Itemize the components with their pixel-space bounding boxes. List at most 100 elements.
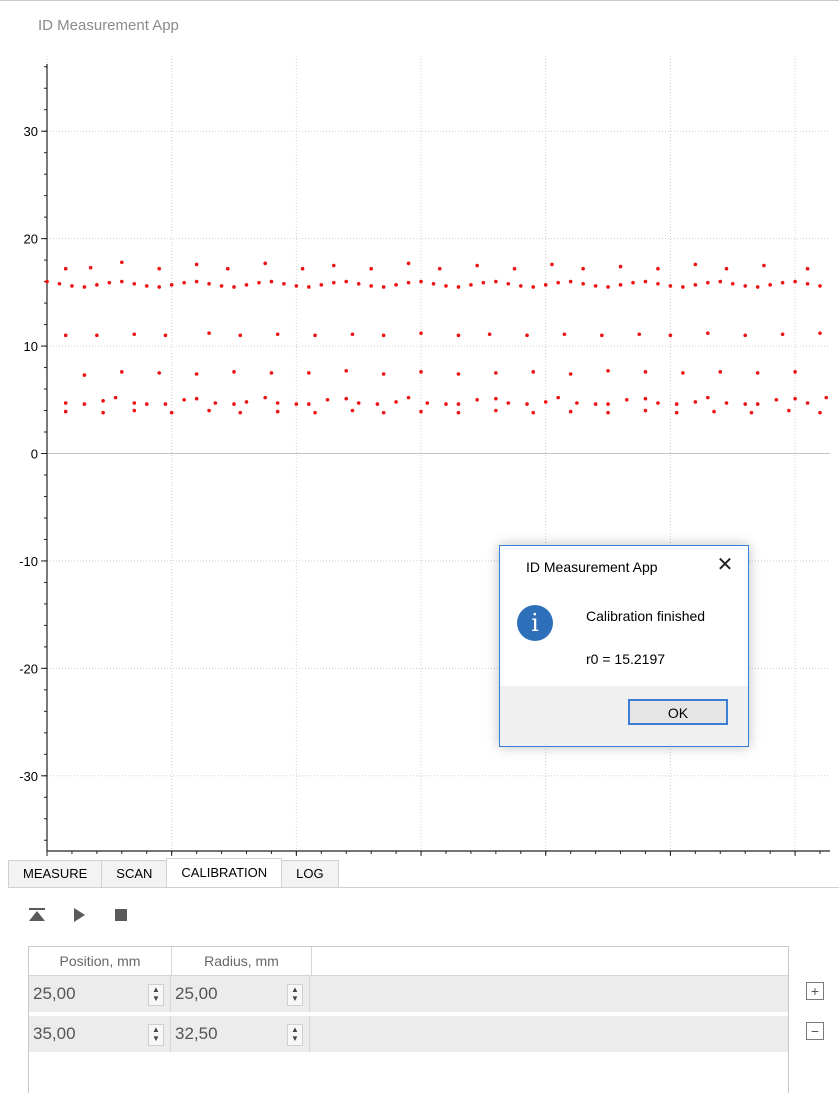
- data-point: [120, 260, 124, 265]
- data-point: [631, 280, 635, 285]
- y-tick-label: 30: [24, 124, 38, 139]
- data-point: [344, 279, 349, 284]
- data-point: [132, 281, 137, 286]
- ok-button[interactable]: OK: [628, 699, 728, 725]
- data-point: [232, 370, 236, 374]
- radius-spinner[interactable]: ▲ ▼: [287, 984, 303, 1006]
- data-point: [381, 372, 386, 376]
- data-point: [294, 402, 299, 406]
- to-start-icon[interactable]: [28, 906, 46, 924]
- data-point: [63, 401, 68, 405]
- data-point: [818, 284, 822, 288]
- data-point: [101, 399, 105, 403]
- data-point: [656, 401, 660, 405]
- data-point: [805, 401, 810, 405]
- position-input[interactable]: [29, 1024, 137, 1044]
- data-point: [169, 283, 174, 287]
- data-point: [743, 284, 748, 288]
- data-point: [487, 332, 492, 337]
- data-point: [425, 401, 430, 405]
- data-point: [643, 279, 648, 284]
- data-point: [600, 333, 604, 338]
- radius-spinner[interactable]: ▲ ▼: [287, 1024, 303, 1046]
- data-point: [525, 333, 529, 338]
- dialog-detail: r0 = 15.2197: [586, 651, 666, 667]
- data-point: [356, 401, 361, 405]
- data-point: [82, 285, 87, 289]
- data-point: [568, 409, 573, 414]
- data-point: [494, 371, 498, 375]
- radius-cell: ▲▼: [171, 976, 310, 1012]
- data-point: [307, 402, 311, 406]
- data-point: [163, 402, 168, 406]
- radius-input[interactable]: [171, 1024, 279, 1044]
- data-point: [275, 332, 280, 337]
- data-point: [562, 332, 567, 337]
- data-point: [606, 285, 610, 289]
- data-point: [244, 400, 249, 404]
- data-point: [157, 285, 162, 289]
- data-point: [556, 395, 560, 400]
- message-dialog: ID Measurement App ✕ i Calibration finis…: [499, 545, 749, 747]
- data-point: [818, 331, 822, 335]
- data-point: [606, 402, 610, 406]
- y-tick-label: 0: [31, 447, 38, 462]
- y-tick-label: -30: [19, 769, 38, 784]
- data-point: [656, 281, 660, 286]
- tab-log[interactable]: LOG: [281, 860, 339, 887]
- data-point: [120, 279, 124, 284]
- data-point: [194, 262, 199, 267]
- data-point: [95, 333, 99, 338]
- data-point: [456, 402, 461, 406]
- position-spinner[interactable]: ▲ ▼: [148, 1024, 164, 1046]
- window-title: ID Measurement App: [38, 17, 179, 34]
- remove-row-button[interactable]: −: [806, 1022, 824, 1040]
- data-point: [238, 410, 243, 415]
- data-point: [469, 283, 473, 287]
- data-point: [269, 279, 274, 284]
- data-point: [481, 280, 486, 285]
- data-point: [805, 281, 810, 286]
- tab-calibration[interactable]: CALIBRATION: [166, 858, 283, 887]
- data-point: [350, 408, 355, 413]
- data-point: [531, 285, 536, 289]
- close-icon[interactable]: ✕: [716, 554, 734, 576]
- data-point: [113, 395, 118, 400]
- data-point: [350, 332, 355, 337]
- data-point: [724, 401, 729, 405]
- column-header-radius[interactable]: Radius, mm: [172, 947, 312, 975]
- data-point: [213, 401, 218, 405]
- data-point: [263, 261, 267, 266]
- data-point: [45, 279, 49, 284]
- data-point: [668, 333, 673, 338]
- add-row-button[interactable]: +: [806, 982, 824, 1000]
- data-point: [225, 266, 230, 271]
- data-point: [762, 263, 766, 268]
- data-point: [313, 410, 317, 415]
- data-point: [369, 284, 373, 288]
- stop-icon[interactable]: [112, 906, 130, 924]
- column-header-position[interactable]: Position, mm: [29, 947, 172, 975]
- data-point: [132, 408, 137, 413]
- position-input[interactable]: [29, 984, 137, 1004]
- radius-input[interactable]: [171, 984, 279, 1004]
- data-point: [681, 371, 685, 375]
- data-point: [70, 284, 74, 288]
- data-point: [718, 279, 723, 284]
- data-point: [543, 283, 548, 287]
- data-point: [120, 370, 124, 374]
- dialog-title: ID Measurement App: [526, 559, 658, 575]
- data-point: [444, 284, 448, 288]
- data-point: [706, 280, 710, 285]
- data-point: [107, 280, 112, 285]
- tab-measure[interactable]: MEASURE: [8, 860, 103, 887]
- play-icon[interactable]: [70, 906, 88, 924]
- position-spinner[interactable]: ▲ ▼: [148, 984, 164, 1006]
- data-point: [232, 402, 236, 406]
- data-point: [643, 370, 648, 374]
- data-point: [263, 395, 267, 400]
- data-point: [300, 266, 305, 271]
- data-point: [101, 410, 105, 415]
- data-point: [331, 280, 336, 285]
- tab-scan[interactable]: SCAN: [101, 860, 168, 887]
